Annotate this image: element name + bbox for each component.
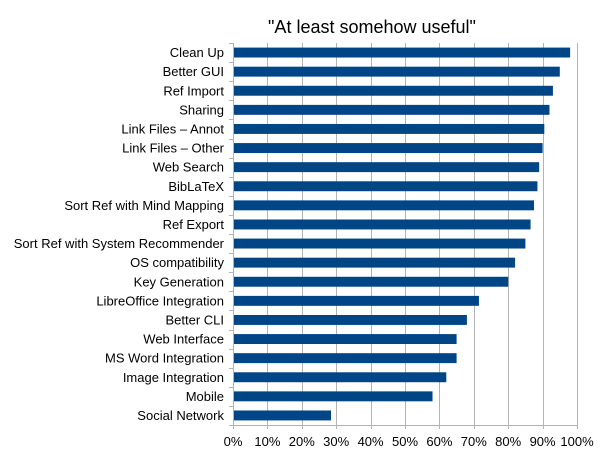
bar (234, 66, 560, 77)
bar (234, 295, 479, 306)
category-label: Ref Import (163, 83, 224, 98)
bar (234, 314, 467, 325)
bar (234, 85, 553, 96)
x-tick-label: 0% (224, 434, 243, 449)
bar (234, 257, 516, 268)
category-label: Ref Export (163, 217, 225, 232)
bar (234, 334, 457, 345)
category-label: Web Search (153, 160, 224, 175)
category-label: Link Files – Other (122, 141, 225, 156)
axes (229, 43, 577, 426)
x-tick-label: 50% (392, 434, 418, 449)
x-tick-label: 20% (289, 434, 315, 449)
x-tick-label: 40% (358, 434, 384, 449)
chart-title: "At least somehow useful" (268, 17, 476, 37)
bar (234, 47, 571, 58)
category-label: OS compatibility (130, 255, 224, 270)
category-label: Better GUI (163, 64, 224, 79)
category-label: Sharing (179, 102, 224, 117)
category-label: Clean Up (170, 45, 224, 60)
category-label: Social Network (137, 408, 224, 423)
bar (234, 181, 538, 192)
category-label: Mobile (186, 389, 224, 404)
category-label: Link Files – Annot (121, 121, 224, 136)
bar (234, 162, 540, 173)
bar (234, 276, 509, 287)
bar (234, 353, 457, 364)
grid-lines (233, 43, 578, 429)
bar (234, 372, 447, 383)
category-label: Sort Ref with Mind Mapping (64, 198, 224, 213)
x-tick-label: 60% (426, 434, 452, 449)
category-label: Sort Ref with System Recommender (14, 236, 225, 251)
category-label: Web Interface (143, 332, 224, 347)
category-label: Image Integration (123, 370, 224, 385)
bar (234, 104, 550, 115)
x-tick-label: 70% (461, 434, 487, 449)
x-tick-labels: 0% 10% 20% 30% 40% 50% 60% 70% 80% 90% 100% (224, 434, 594, 449)
bar (234, 219, 531, 230)
x-tick-label: 10% (254, 434, 280, 449)
category-label: Better CLI (165, 312, 224, 327)
bar (234, 200, 534, 211)
bars (234, 47, 571, 421)
bar (234, 391, 433, 402)
x-tick-label: 100% (560, 434, 594, 449)
category-label: Key Generation (134, 274, 224, 289)
x-tick-label: 80% (495, 434, 521, 449)
category-label: BibLaTeX (168, 179, 224, 194)
category-label: MS Word Integration (105, 351, 224, 366)
bar (234, 123, 545, 134)
category-label: LibreOffice Integration (96, 293, 224, 308)
x-tick-label: 30% (323, 434, 349, 449)
bar (234, 143, 543, 154)
category-labels: Clean Up Better GUI Ref Import Sharing Link … (14, 45, 225, 423)
bar (234, 238, 526, 249)
bar (234, 410, 332, 421)
x-tick-label: 90% (530, 434, 556, 449)
